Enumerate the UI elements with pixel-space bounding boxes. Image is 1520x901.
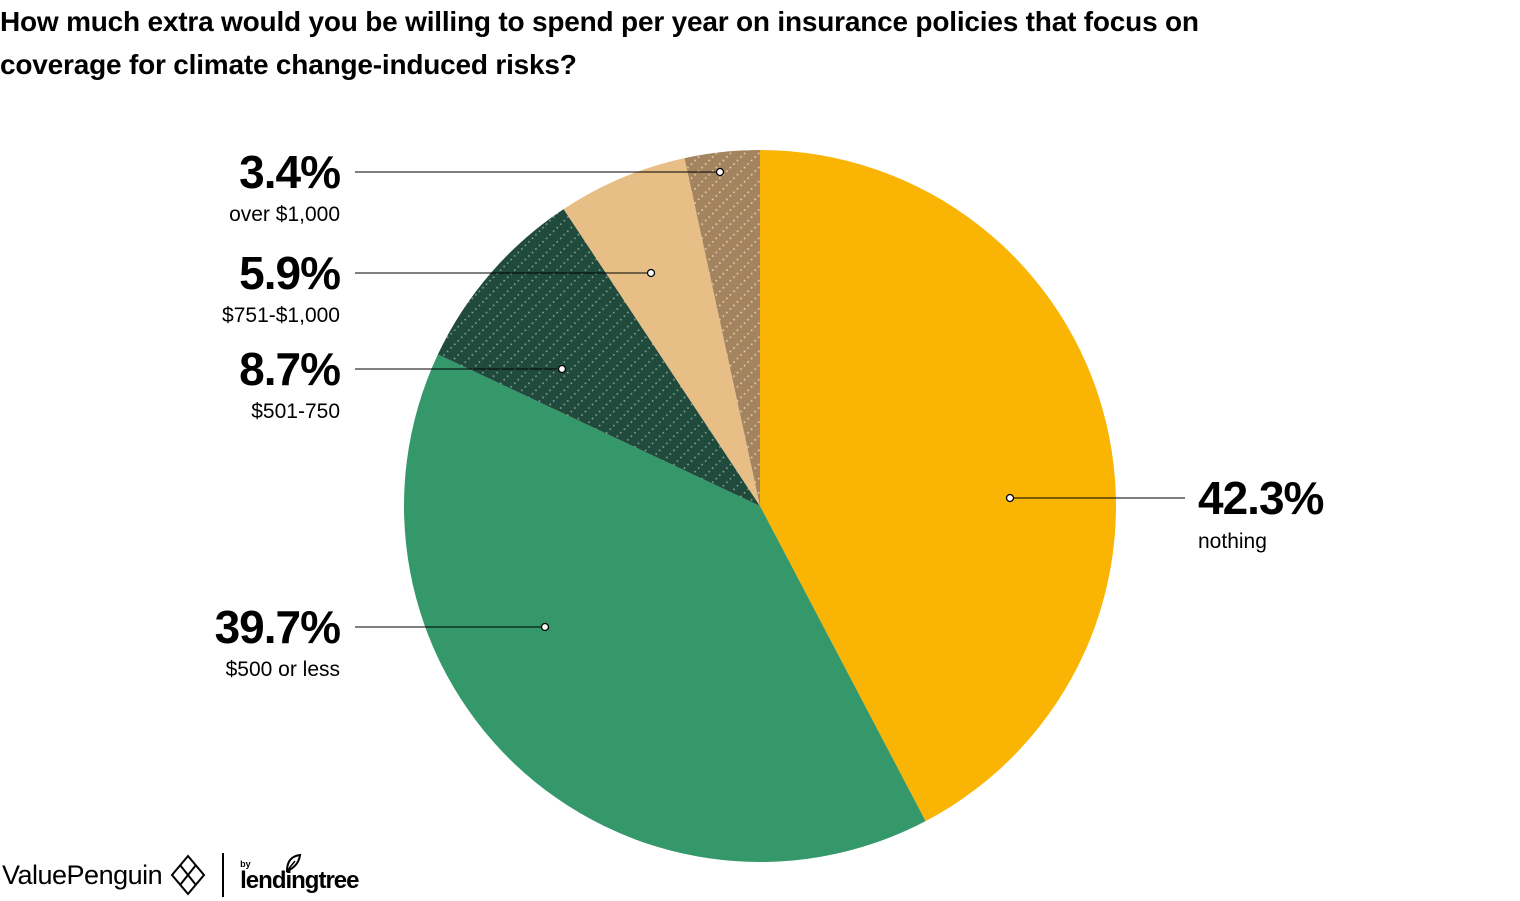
leader-dot-1 bbox=[1005, 493, 1015, 503]
slice-category-label-4: $751-$1,000 bbox=[222, 304, 340, 327]
slice-percent-label-4: 5.9% bbox=[239, 247, 340, 299]
pie-slice-1 bbox=[760, 150, 1117, 822]
footer-divider bbox=[222, 853, 225, 897]
footer-branding: ValuePenguin by lendingtree bbox=[0, 850, 370, 900]
leader-dot-3 bbox=[557, 364, 567, 374]
chart-title-line-1: How much extra would you be willing to s… bbox=[0, 6, 1199, 37]
pie-slice-5 bbox=[684, 150, 760, 506]
valuepenguin-logo-text: ValuePenguin bbox=[2, 859, 163, 890]
pie-slice-2 bbox=[403, 354, 926, 863]
lendingtree-by-text: by bbox=[240, 859, 251, 869]
valuepenguin-diamond-icon bbox=[170, 854, 206, 896]
slice-percent-label-2: 39.7% bbox=[215, 601, 341, 653]
pie-slices bbox=[403, 150, 1117, 863]
leader-dot-5 bbox=[715, 167, 725, 177]
slice-category-label-2: $500 or less bbox=[226, 658, 340, 681]
leader-dot-4 bbox=[646, 268, 656, 278]
leader-lines bbox=[355, 167, 1185, 632]
lendingtree-name: lendingtree bbox=[240, 867, 359, 894]
slice-percent-label-3: 8.7% bbox=[239, 343, 340, 395]
lendingtree-logo: by lendingtree bbox=[240, 853, 370, 897]
slice-percent-label-5: 3.4% bbox=[239, 146, 340, 198]
chart-title: How much extra would you be willing to s… bbox=[0, 0, 1400, 86]
lendingtree-leaf-icon bbox=[286, 853, 302, 873]
leader-dot-2 bbox=[540, 622, 550, 632]
slice-labels: 42.3% nothing 39.7% $500 or less 8.7% $501-75… bbox=[215, 146, 1325, 681]
slice-percent-label-1: 42.3% bbox=[1198, 472, 1324, 524]
slice-category-label-5: over $1,000 bbox=[229, 203, 340, 226]
chart-title-line-2: coverage for climate change-induced risk… bbox=[0, 49, 577, 80]
pie-slice-4 bbox=[563, 158, 760, 507]
slice-category-label-3: $501-750 bbox=[251, 400, 340, 423]
slice-category-label-1: nothing bbox=[1198, 530, 1267, 553]
pie-slice-3 bbox=[437, 209, 760, 506]
